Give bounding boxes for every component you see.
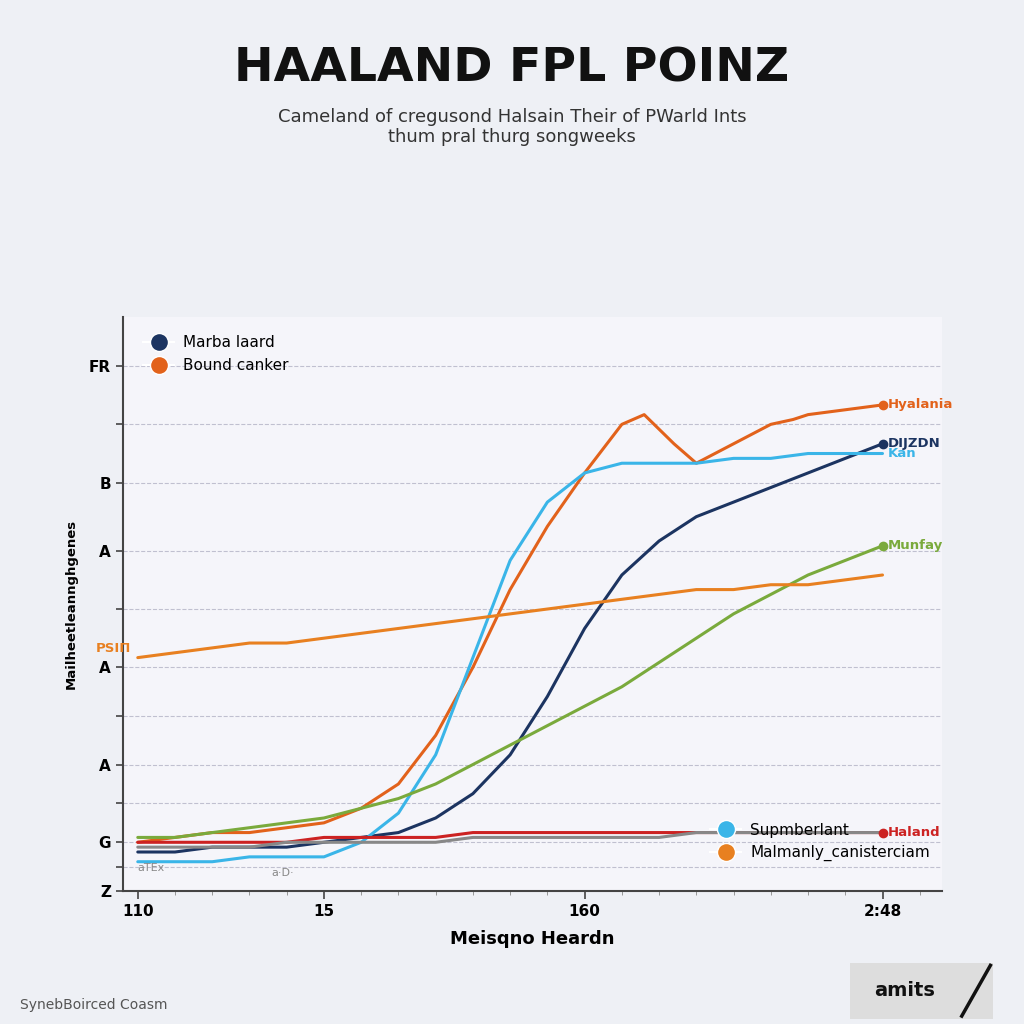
Text: amits: amits [873,981,935,1000]
X-axis label: Meisqno Heardn: Meisqno Heardn [451,930,614,948]
Text: PSIΠ: PSIΠ [95,642,131,654]
Text: HAALAND FPL POINZ: HAALAND FPL POINZ [234,46,790,91]
Text: a·D·: a·D· [271,868,295,879]
Text: SynebBoirced Coasm: SynebBoirced Coasm [20,997,168,1012]
Text: Haland: Haland [888,826,941,839]
Y-axis label: Mailheetleannghgenes: Mailheetleannghgenes [65,519,78,689]
Text: aTEx: aTEx [138,863,165,873]
Text: Kan: Kan [888,447,916,460]
Text: DIJZDN: DIJZDN [888,437,941,451]
Text: Hyalania: Hyalania [888,398,953,412]
Text: Cameland of cregusond Halsain Their of PWarld Ints
thum pral thurg songweeks: Cameland of cregusond Halsain Their of P… [278,108,746,146]
Legend: Supmberlant, Malmanly_canisterciam: Supmberlant, Malmanly_canisterciam [706,818,935,866]
Text: Munfay: Munfay [888,540,943,552]
